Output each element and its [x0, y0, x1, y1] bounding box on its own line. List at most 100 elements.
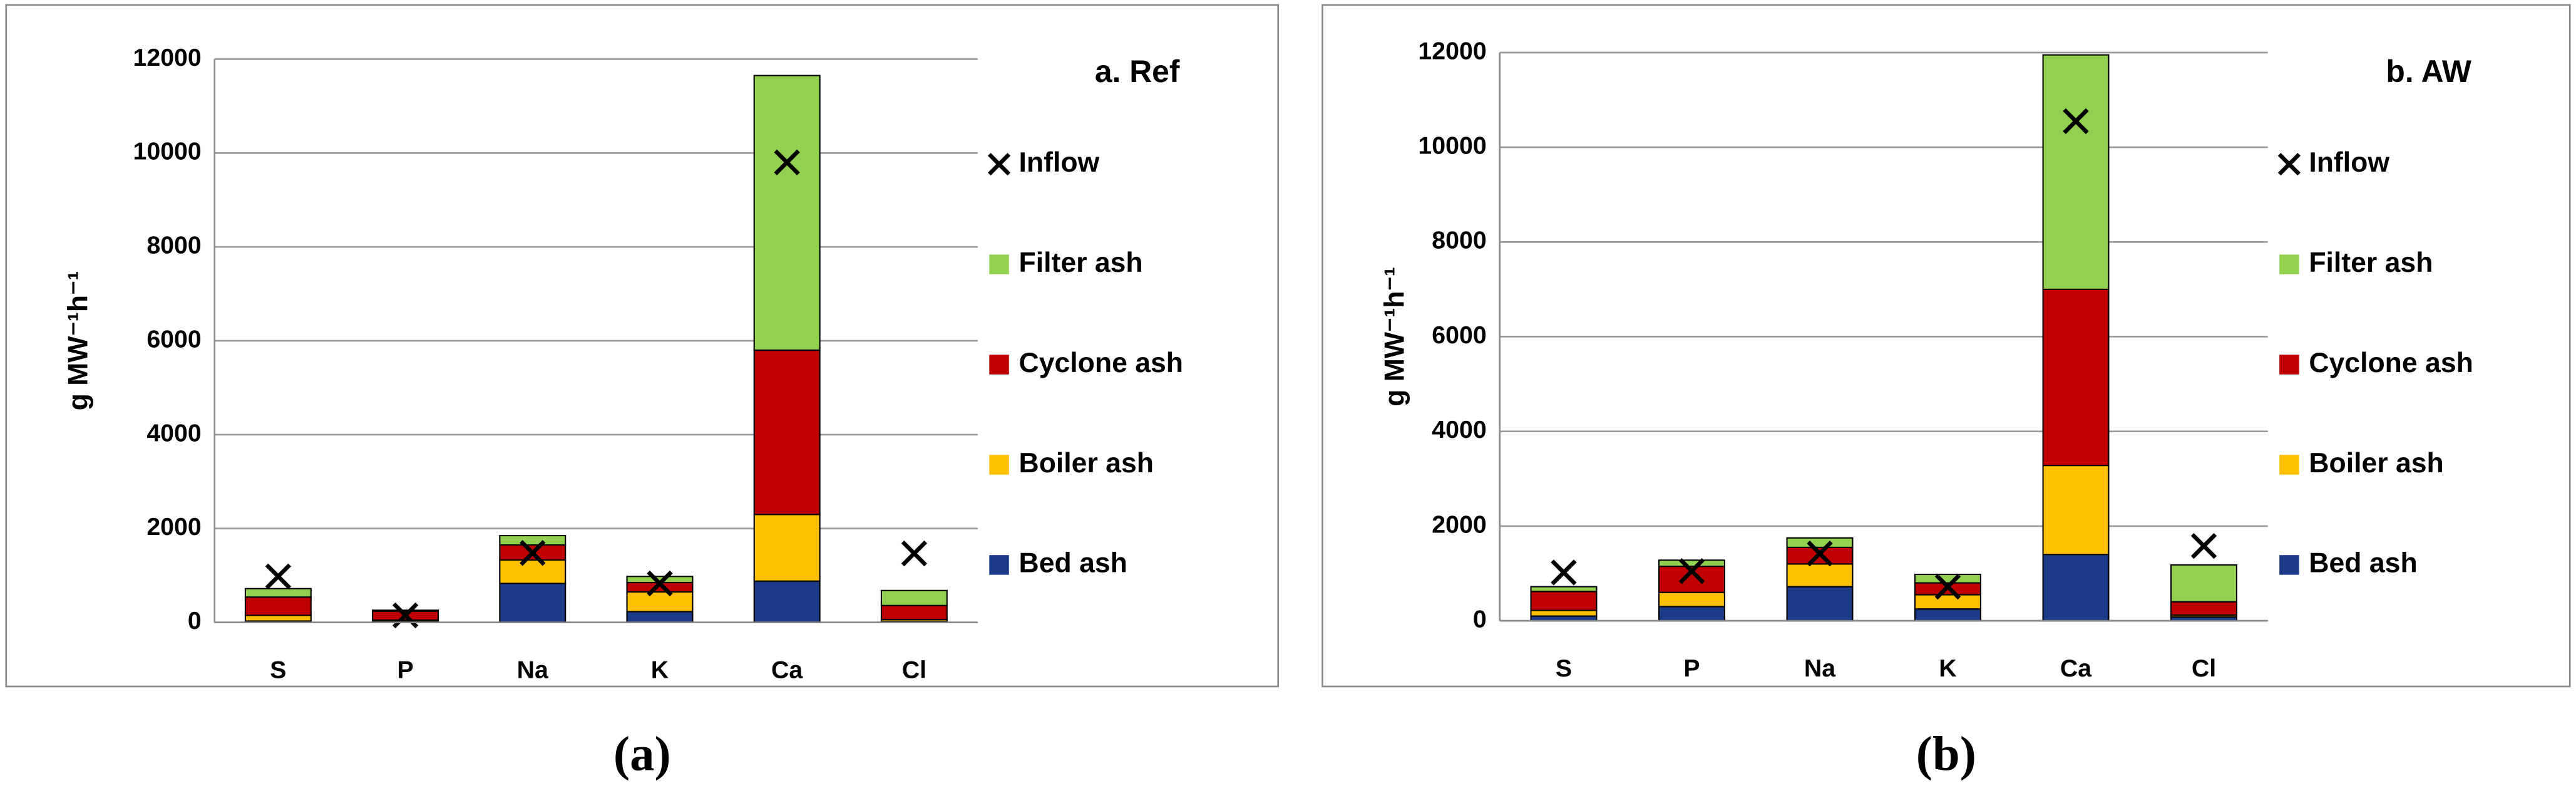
legend-marker — [987, 153, 1011, 176]
bar-segment — [1530, 591, 1598, 611]
bar-segment — [244, 588, 312, 598]
x-tick-label: P — [397, 656, 413, 684]
inflow-marker — [1807, 541, 1833, 567]
legend-label: Inflow — [1019, 147, 1100, 178]
legend-swatch — [989, 254, 1009, 274]
bar-segment — [753, 580, 821, 623]
legend-swatch — [2279, 555, 2299, 575]
caption: (b) — [1916, 727, 1976, 781]
y-tick-label: 10000 — [1418, 132, 1486, 159]
x-tick-label: Na — [1804, 655, 1836, 682]
bar-segment — [244, 596, 312, 616]
inflow-marker — [2063, 108, 2089, 135]
x-tick-label: K — [651, 656, 669, 684]
bar-segment — [2042, 288, 2110, 467]
inflow-marker — [647, 570, 673, 597]
chart-title: b. AW — [2386, 54, 2471, 89]
bar-segment — [499, 535, 567, 546]
legend-label: Filter ash — [1019, 247, 1143, 278]
inflow-marker — [1551, 559, 1577, 586]
bar-segment — [753, 514, 821, 582]
bar-segment — [2170, 564, 2238, 603]
bar-segment — [2042, 54, 2110, 290]
y-tick-label: 6000 — [146, 325, 201, 353]
legend-label: Cyclone ash — [1019, 348, 1184, 378]
inflow-marker — [1678, 558, 1705, 584]
bar-segment — [626, 591, 694, 613]
y-tick-label: 8000 — [1432, 227, 1486, 254]
y-tick-label: 2000 — [1432, 510, 1486, 538]
y-tick-label: 10000 — [133, 138, 201, 165]
legend-label: Inflow — [2309, 147, 2389, 178]
legend-swatch — [989, 455, 1009, 475]
legend-swatch — [989, 355, 1009, 375]
y-tick-label: 4000 — [1432, 416, 1486, 443]
bar-segment — [1914, 573, 1981, 584]
y-tick-label: 12000 — [133, 44, 201, 71]
bar-segment — [2042, 465, 2110, 556]
inflow-marker — [1934, 573, 1961, 600]
bar-segment — [1786, 586, 1854, 622]
bar-segment — [880, 589, 948, 606]
bar-segment — [372, 609, 439, 612]
bar-segment — [1786, 537, 1854, 548]
bar-segment — [753, 75, 821, 351]
y-axis-label: g MW⁻¹h⁻¹ — [63, 271, 94, 411]
bar-segment — [1914, 594, 1981, 610]
bar-segment — [1658, 559, 1725, 567]
bar-segment — [1786, 563, 1854, 588]
legend-swatch — [2279, 254, 2299, 274]
inflow-marker — [2190, 532, 2217, 559]
legend-label: Boiler ash — [2309, 448, 2443, 479]
bar-segment — [880, 604, 948, 621]
x-tick-label: Ca — [771, 656, 803, 684]
legend-swatch — [2279, 355, 2299, 375]
legend-label: Filter ash — [2309, 247, 2433, 278]
x-tick-label: S — [270, 656, 286, 684]
y-tick-label: 8000 — [146, 232, 201, 259]
bar-segment — [1658, 591, 1725, 608]
legend-label: Bed ash — [2309, 548, 2417, 579]
chart-title: a. Ref — [1095, 54, 1180, 89]
x-tick-label: Ca — [2060, 655, 2092, 682]
inflow-marker — [901, 540, 928, 567]
bar-segment — [499, 559, 567, 584]
x-tick-label: Cl — [902, 656, 926, 684]
bar-segment — [626, 611, 694, 623]
bar-segment — [2170, 601, 2238, 616]
inflow-marker — [520, 540, 546, 566]
legend-swatch — [989, 555, 1009, 575]
x-tick-label: Na — [517, 656, 549, 684]
x-tick-label: K — [1939, 655, 1957, 682]
legend-label: Cyclone ash — [2309, 348, 2473, 378]
y-axis-label: g MW⁻¹h⁻¹ — [1379, 267, 1410, 407]
bar-segment — [1530, 609, 1598, 617]
chart-frame — [1321, 4, 2571, 688]
y-tick-label: 12000 — [1418, 37, 1486, 65]
bar-segment — [753, 349, 821, 516]
x-tick-label: S — [1556, 655, 1572, 682]
caption: (a) — [613, 727, 671, 781]
bar-segment — [499, 583, 567, 623]
y-tick-label: 4000 — [146, 419, 201, 447]
bar-segment — [2042, 554, 2110, 622]
legend-label: Bed ash — [1019, 548, 1127, 579]
legend-label: Boiler ash — [1019, 448, 1154, 479]
inflow-marker — [265, 563, 292, 589]
legend-marker — [2277, 153, 2301, 176]
y-tick-label: 6000 — [1432, 321, 1486, 349]
x-tick-label: P — [1683, 655, 1700, 682]
legend-swatch — [2279, 455, 2299, 475]
inflow-marker — [774, 149, 800, 175]
bar-segment — [1914, 608, 1981, 622]
y-tick-label: 2000 — [146, 513, 201, 541]
y-tick-label: 0 — [188, 607, 202, 635]
x-tick-label: Cl — [2192, 655, 2216, 682]
bar-segment — [1658, 606, 1725, 622]
chart-frame — [5, 4, 1280, 688]
bar-segment — [244, 614, 312, 622]
bar-segment — [1530, 586, 1598, 593]
y-tick-label: 0 — [1473, 605, 1487, 633]
